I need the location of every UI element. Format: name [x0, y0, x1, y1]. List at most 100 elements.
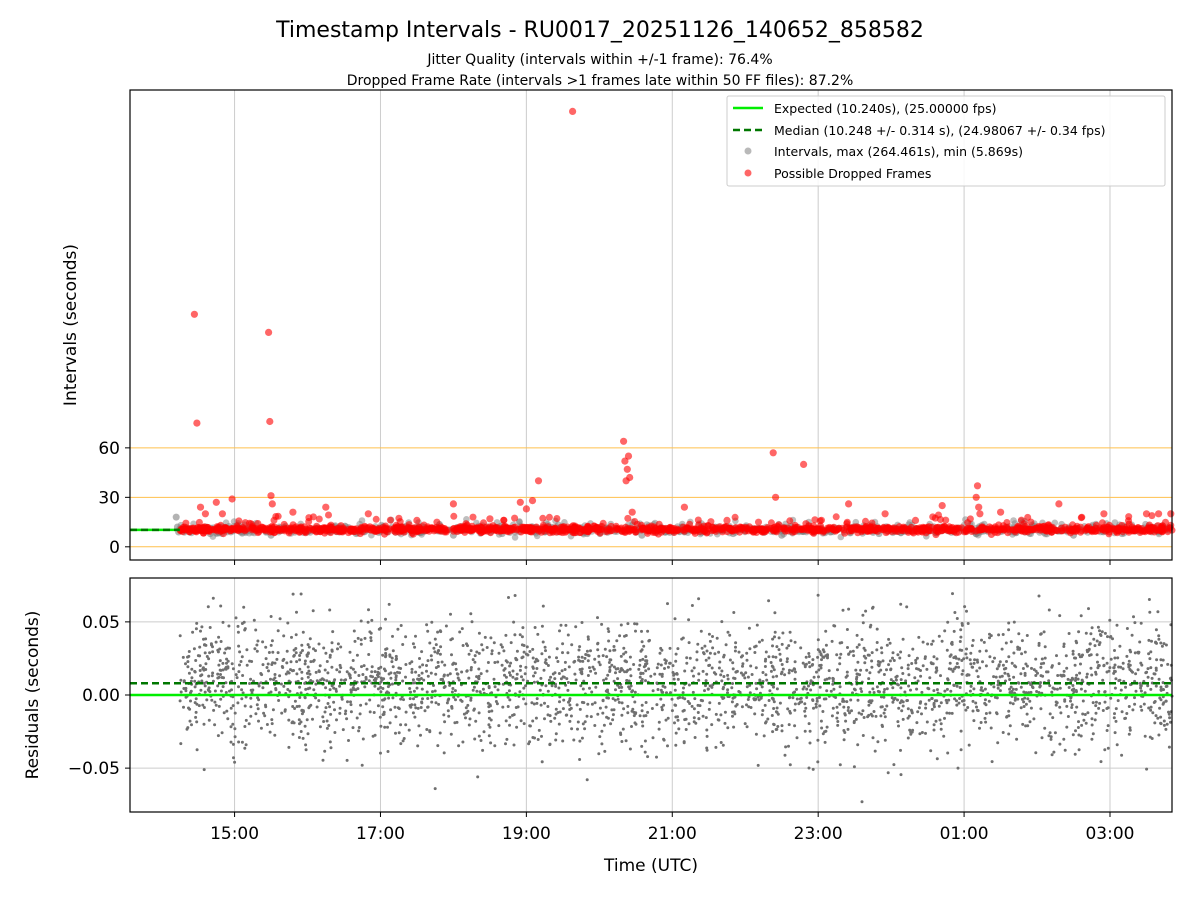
- residual-point: [729, 659, 732, 662]
- residual-point: [541, 760, 544, 763]
- residual-point: [322, 759, 325, 762]
- residual-point: [952, 684, 955, 687]
- residual-point: [805, 688, 808, 691]
- residual-point: [658, 728, 661, 731]
- chart-title: Timestamp Intervals - RU0017_20251126_14…: [275, 18, 924, 43]
- residual-point: [892, 651, 895, 654]
- residual-point: [318, 643, 321, 646]
- residual-point: [764, 704, 767, 707]
- residual-point: [195, 622, 198, 625]
- residual-point: [331, 649, 334, 652]
- residual-point: [190, 668, 193, 671]
- residual-point: [468, 653, 471, 656]
- residual-point: [615, 639, 618, 642]
- residual-point: [292, 593, 295, 596]
- residual-point: [212, 709, 215, 712]
- residual-point: [816, 739, 819, 742]
- residual-point: [354, 671, 357, 674]
- residual-point: [1129, 649, 1132, 652]
- residual-point: [373, 679, 376, 682]
- residual-point: [671, 698, 674, 701]
- residual-point: [208, 686, 211, 689]
- dropped-frame-point: [301, 528, 308, 535]
- dropped-frame-point: [495, 528, 502, 535]
- dropped-frame-point: [997, 509, 1004, 516]
- residual-point: [1156, 717, 1159, 720]
- residual-point: [1078, 672, 1081, 675]
- residual-point: [831, 640, 834, 643]
- residual-point: [204, 651, 207, 654]
- residual-point: [765, 679, 768, 682]
- residual-point: [782, 668, 785, 671]
- residual-point: [1145, 768, 1148, 771]
- residual-point: [298, 686, 301, 689]
- residual-point: [179, 699, 182, 702]
- residual-point: [1044, 645, 1047, 648]
- residual-point: [353, 630, 356, 633]
- residual-point: [1075, 674, 1078, 677]
- residual-point: [1015, 688, 1018, 691]
- residual-point: [187, 655, 190, 658]
- dropped-frame-point: [899, 525, 906, 532]
- residual-point: [771, 644, 774, 647]
- residual-point: [867, 714, 870, 717]
- dropped-frame-point: [547, 526, 554, 533]
- residual-point: [194, 716, 197, 719]
- residual-point: [747, 676, 750, 679]
- residual-point: [933, 705, 936, 708]
- residual-point: [587, 674, 590, 677]
- residual-point: [940, 728, 943, 731]
- residual-point: [1166, 723, 1169, 726]
- dropped-frame-point: [213, 526, 220, 533]
- residual-point: [629, 674, 632, 677]
- residual-point: [516, 650, 519, 653]
- residual-point: [370, 670, 373, 673]
- residual-point: [540, 704, 543, 707]
- residual-point: [949, 662, 952, 665]
- residual-point: [533, 681, 536, 684]
- residual-point: [1026, 634, 1029, 637]
- residual-point: [567, 634, 570, 637]
- dropped-frame-point: [818, 517, 825, 524]
- dropped-frame-point: [1137, 529, 1144, 536]
- residual-point: [370, 639, 373, 642]
- residual-point: [1054, 731, 1057, 734]
- residual-point: [1081, 713, 1084, 716]
- residual-point: [945, 712, 948, 715]
- residual-point: [324, 711, 327, 714]
- residual-point: [523, 722, 526, 725]
- residual-point: [1071, 703, 1074, 706]
- residual-point: [803, 702, 806, 705]
- residual-point: [788, 696, 791, 699]
- residual-point: [675, 653, 678, 656]
- residual-point: [734, 677, 737, 680]
- residual-point: [473, 738, 476, 741]
- residual-point: [666, 744, 669, 747]
- residual-point: [889, 642, 892, 645]
- residual-point: [1078, 653, 1081, 656]
- residual-point: [542, 641, 545, 644]
- residual-point: [630, 690, 633, 693]
- residual-point: [644, 663, 647, 666]
- residual-point: [761, 639, 764, 642]
- residual-point: [458, 631, 461, 634]
- residual-point: [907, 737, 910, 740]
- dropped-frame-point: [1167, 522, 1174, 529]
- residual-point: [900, 709, 903, 712]
- residual-point: [497, 724, 500, 727]
- residual-point: [241, 655, 244, 658]
- residual-point: [224, 648, 227, 651]
- residual-point: [663, 739, 666, 742]
- residual-point: [884, 715, 887, 718]
- dropped-frame-point: [416, 523, 423, 530]
- residual-point: [803, 710, 806, 713]
- dropped-frame-point: [535, 477, 542, 484]
- dropped-frame-point: [237, 526, 244, 533]
- residual-point: [1014, 696, 1017, 699]
- dropped-frame-point: [1155, 510, 1162, 517]
- residual-point: [398, 707, 401, 710]
- residual-point: [720, 670, 723, 673]
- residual-point: [862, 734, 865, 737]
